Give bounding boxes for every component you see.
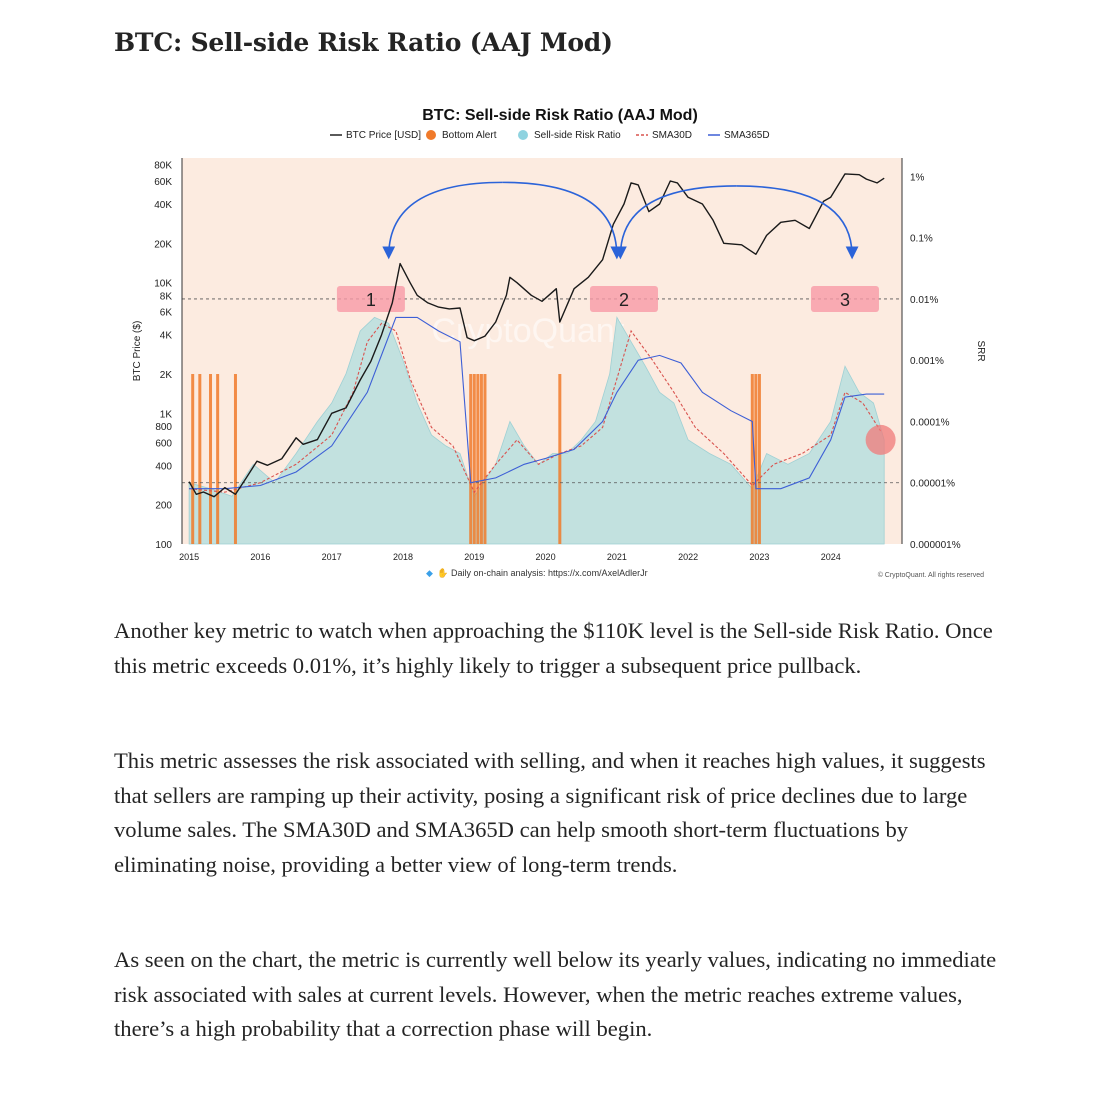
srr-chart-figure: BTC: Sell-side Risk Ratio (AAJ Mod) BTC … [130, 96, 990, 584]
y-left-tick-label: 80K [154, 161, 172, 172]
y-right-tick-label: 0.1% [910, 234, 933, 245]
y-left-tick-label: 100 [155, 540, 172, 551]
x-tick-label: 2021 [607, 552, 627, 562]
chart-legend: BTC Price [USD] Bottom Alert Sell-side Ris… [330, 130, 770, 141]
x-tick-label: 2024 [821, 552, 841, 562]
x-tick-label: 2019 [464, 552, 484, 562]
article-paragraph-3: As seen on the chart, the metric is curr… [114, 947, 997, 1041]
y-left-tick-label: 20K [154, 239, 172, 250]
annotation-box-1 [336, 285, 405, 312]
arrow-cycle-2-3-left [614, 185, 737, 260]
y-left-tick-label: 40K [154, 200, 172, 211]
legend-item-1: Bottom Alert [426, 130, 497, 141]
legend-item-2: Sell-side Risk Ratio [518, 130, 621, 141]
y-left-tick-label: 200 [155, 501, 172, 512]
y-left-tick-label: 2K [160, 370, 173, 381]
bottom-alert-bar [479, 374, 483, 544]
y-axis-right-label: SRR [975, 340, 986, 361]
arrow-cycle-2-3-right [736, 185, 859, 260]
y-left-tick-label: 1K [160, 409, 173, 420]
bottom-alert-bar [757, 374, 761, 544]
bottom-alert-bar [483, 374, 487, 544]
legend-label-3: SMA30D [652, 130, 692, 141]
x-tick-label: 2015 [179, 552, 199, 562]
cycle-annotations: 1 2 3 [336, 285, 879, 312]
reference-lines [182, 298, 902, 484]
legend-label-1: Bottom Alert [442, 130, 497, 141]
legend-swatch-2 [518, 130, 528, 140]
bottom-alert-bar [191, 374, 195, 544]
y-right-tick-label: 0.001% [910, 356, 944, 367]
y-right-tick-label: 0.000001% [910, 540, 961, 551]
footer-note: ◆ ✋ Daily on-chain analysis: https://x.c… [426, 567, 648, 579]
sma30d-line [189, 322, 882, 494]
sma365d-line [189, 316, 885, 490]
x-tick-label: 2018 [393, 552, 413, 562]
legend-swatch-1 [426, 130, 436, 140]
legend-label-0: BTC Price [USD] [346, 130, 421, 141]
y-left-tick-label: 10K [154, 279, 172, 290]
bottom-alert-bar [198, 374, 202, 544]
y-left-tick-label: 600 [155, 438, 172, 449]
legend-item-0: BTC Price [USD] [330, 130, 421, 141]
legend-label-4: SMA365D [724, 130, 770, 141]
legend-item-4: SMA365D [708, 130, 770, 141]
arrow-cycle-1-2-right [502, 181, 624, 260]
y-right-tick-label: 0.00001% [910, 479, 955, 490]
chart-title: BTC: Sell-side Risk Ratio (AAJ Mod) [422, 107, 698, 124]
y-left-tick-label: 60K [154, 177, 172, 188]
bottom-alert-bar [233, 374, 237, 544]
annotation-label-1: 1 [366, 290, 376, 310]
bottom-alert-bar [209, 374, 213, 544]
footer-analysis-link[interactable]: Daily on-chain analysis: https://x.com/A… [451, 568, 648, 578]
bottom-alert-bar [216, 374, 220, 544]
annotation-label-3: 3 [840, 290, 850, 310]
legend-label-2: Sell-side Risk Ratio [534, 130, 621, 141]
article-paragraph-2: This metric assesses the risk associated… [114, 748, 986, 877]
x-tick-label: 2020 [536, 552, 556, 562]
y-left-tick-label: 8K [160, 291, 173, 302]
cycle-arrows [382, 181, 859, 260]
annotation-box-3 [810, 285, 879, 312]
sma-lines [189, 316, 885, 494]
y-right-tick-label: 1% [910, 172, 925, 183]
y-left-tick-label: 800 [155, 422, 172, 433]
x-tick-label: 2022 [678, 552, 698, 562]
y-axis-left-label: BTC Price ($) [132, 321, 143, 382]
footer-diamond-icon: ◆ [426, 569, 433, 579]
bottom-alert-bar [472, 374, 476, 544]
bottom-alert-bar [558, 374, 562, 544]
price-line-group [188, 173, 885, 498]
legend-item-3: SMA30D [636, 130, 692, 141]
y-right-tick-label: 0.0001% [910, 417, 950, 428]
footer-hands-icon: ✋ [437, 567, 448, 579]
bottom-alert-bar [754, 374, 758, 544]
x-tick-label: 2016 [250, 552, 270, 562]
bottom-alert-bar [476, 374, 480, 544]
srr-chart: BTC: Sell-side Risk Ratio (AAJ Mod) BTC … [130, 96, 990, 584]
bottom-alert-bar [750, 374, 754, 544]
article-paragraph-1: Another key metric to watch when approac… [114, 618, 993, 678]
arrow-cycle-1-2-left [382, 181, 503, 260]
x-tick-label: 2017 [322, 552, 342, 562]
bottom-alert-bar [469, 374, 473, 544]
annotation-label-2: 2 [619, 290, 629, 310]
annotation-box-2 [589, 285, 658, 312]
bottom-alert-group [191, 374, 761, 544]
y-left-tick-label: 400 [155, 461, 172, 472]
btc-price-line [188, 173, 885, 498]
chart-copyright: © CryptoQuant. All rights reserved [878, 571, 984, 579]
x-tick-label: 2023 [749, 552, 769, 562]
y-left-tick-label: 6K [160, 308, 173, 319]
y-right-tick-label: 0.01% [910, 295, 938, 306]
chart-watermark: CryptoQuant [432, 312, 625, 350]
y-left-tick-label: 4K [160, 331, 173, 342]
current-srr-marker [865, 424, 896, 455]
article-title: BTC: Sell-side Risk Ratio (AAJ Mod) [114, 28, 613, 57]
